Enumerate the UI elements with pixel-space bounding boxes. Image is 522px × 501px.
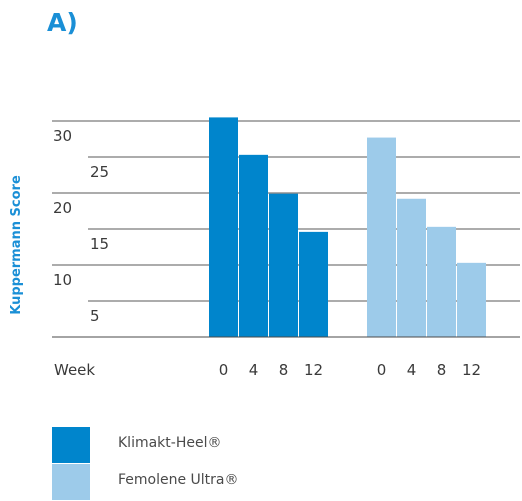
bar-series2-week-12: [457, 262, 486, 337]
x-axis-label: Week: [54, 361, 95, 379]
y-tick-label: 20: [53, 199, 72, 217]
bar-series2-week-4: [397, 198, 426, 337]
y-tick-label: 10: [53, 271, 72, 289]
y-tick-label: 15: [90, 235, 109, 253]
bars: [209, 117, 486, 338]
x-tick-label: 0: [219, 361, 229, 379]
x-tick-label: 4: [249, 361, 259, 379]
x-tick-label: 0: [377, 361, 387, 379]
y-axis-label: Kuppermann Score: [9, 175, 24, 315]
legend-swatch-series1: [52, 427, 90, 463]
legend-swatch-series2: [52, 464, 90, 500]
x-tick-label: 12: [304, 361, 323, 379]
x-tick-label: 8: [437, 361, 447, 379]
legend-item-series1: Klimakt-Heel®: [52, 427, 352, 463]
y-tick-label: 30: [53, 127, 72, 145]
bar-series1-week-8: [269, 193, 298, 337]
y-tick-label: 5: [90, 307, 100, 325]
bar-series2-week-8: [427, 226, 456, 337]
legend-item-series2: Femolene Ultra®: [52, 464, 352, 500]
y-tick-labels: 30 25 20 15 10 5: [53, 127, 109, 325]
bar-series1-week-0: [209, 117, 238, 338]
x-tick-labels: 0 4 8 12 0 4 8 12: [219, 361, 481, 379]
bar-series1-week-4: [239, 154, 268, 337]
x-tick-label: 8: [279, 361, 289, 379]
panel-label: A): [47, 8, 78, 37]
bar-series1-week-12: [299, 231, 328, 337]
y-tick-label: 25: [90, 163, 109, 181]
legend-label-series1: Klimakt-Heel®: [118, 435, 222, 451]
bar-series2-week-0: [367, 137, 396, 337]
x-tick-label: 4: [407, 361, 417, 379]
x-tick-label: 12: [462, 361, 481, 379]
legend-label-series2: Femolene Ultra®: [118, 472, 239, 488]
